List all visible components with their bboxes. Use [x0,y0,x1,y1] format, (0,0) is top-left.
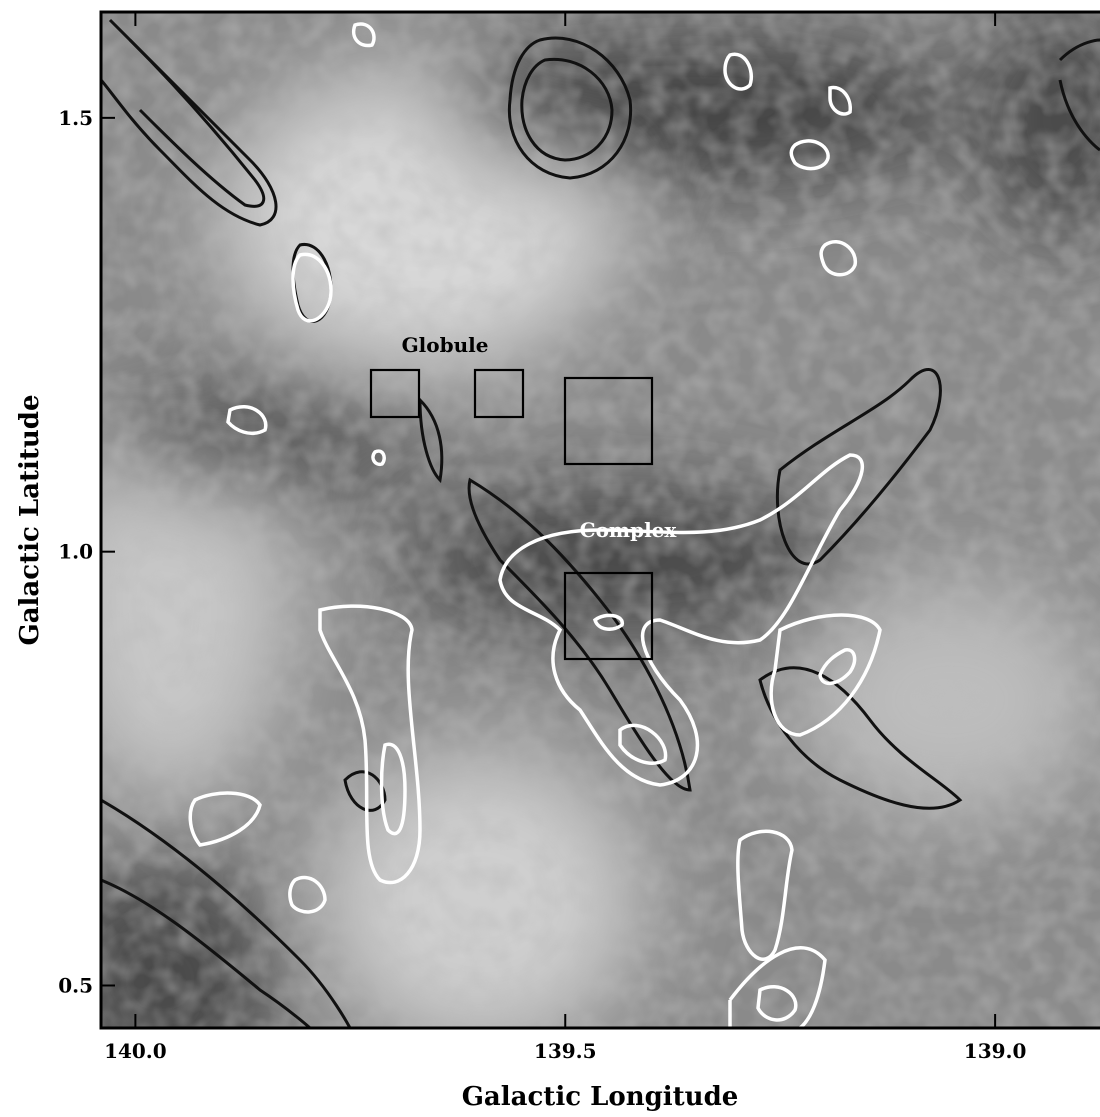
y-tick-label: 1.5 [58,106,93,130]
region-box [369,368,421,419]
x-tick-label: 139.5 [534,1039,597,1063]
region-box [563,571,654,661]
y-axis-label: Galactic Latitude [15,394,45,645]
x-tick-label: 139.0 [964,1039,1027,1063]
y-tick-label: 1.0 [58,540,93,564]
x-tick-label: 140.0 [104,1039,167,1063]
region-box [563,376,654,466]
plot-frame [99,10,1100,1030]
annotation: Globule [402,333,489,357]
y-tick-label: 0.5 [58,973,93,997]
region-box [473,368,525,419]
image [101,12,1100,1028]
x-axis-label: Galactic Longitude [462,1082,739,1112]
annotation: Complex [580,518,678,542]
